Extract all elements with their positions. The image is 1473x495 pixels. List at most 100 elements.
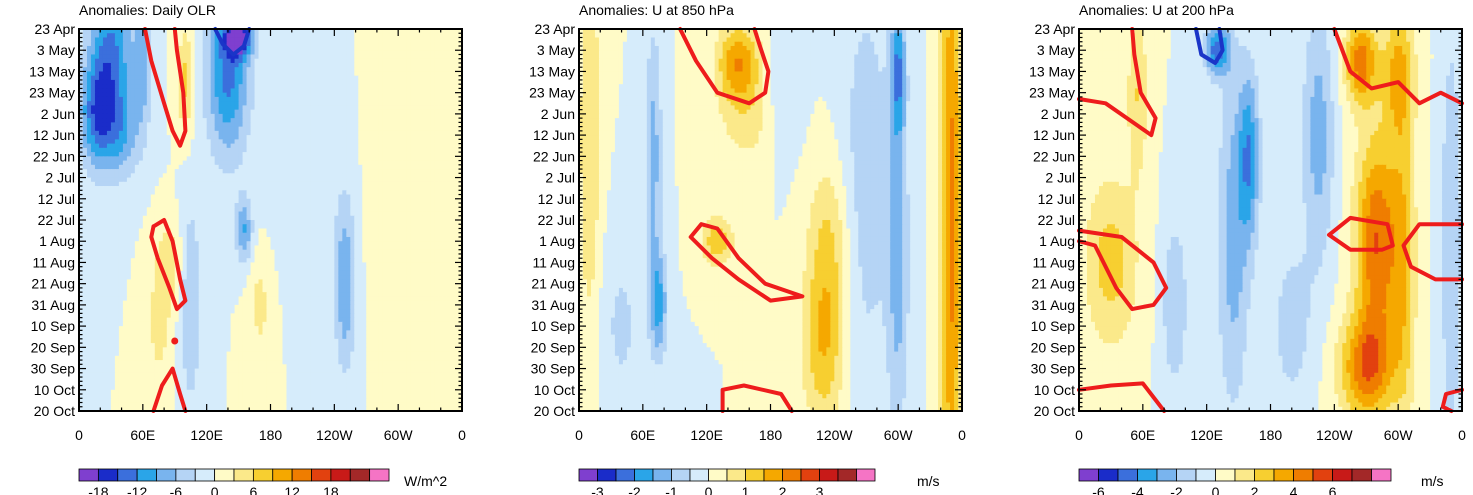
heatmap-cell: [342, 84, 347, 89]
heatmap-cell: [350, 67, 355, 72]
heatmap-cell: [418, 71, 423, 76]
heatmap-cell: [454, 54, 459, 59]
heatmap-cell: [115, 101, 120, 106]
heatmap-cell: [370, 84, 375, 89]
heatmap-cell: [430, 97, 435, 102]
heatmap-cell: [438, 76, 443, 81]
heatmap-cell: [434, 54, 439, 59]
heatmap-cell: [259, 37, 264, 42]
heatmap-cell: [406, 59, 411, 64]
heatmap-cell: [390, 50, 395, 55]
heatmap-cell: [95, 97, 100, 102]
heatmap-cell: [318, 84, 323, 89]
heatmap-cell: [271, 71, 276, 76]
heatmap-cell: [223, 50, 228, 55]
heatmap-cell: [191, 59, 196, 64]
heatmap-cell: [259, 67, 264, 72]
heatmap-cell: [99, 33, 104, 38]
heatmap-cell: [362, 88, 367, 93]
heatmap-cell: [346, 33, 351, 38]
heatmap-cell: [426, 42, 431, 47]
heatmap-cell: [87, 33, 92, 38]
heatmap-cell: [99, 59, 104, 64]
heatmap-cell: [338, 80, 343, 85]
heatmap-cell: [219, 59, 224, 64]
heatmap-cell: [410, 93, 415, 98]
heatmap-cell: [418, 46, 423, 51]
heatmap-cell: [223, 93, 228, 98]
heatmap-cell: [215, 71, 220, 76]
heatmap-cell: [374, 80, 379, 85]
heatmap-cell: [203, 37, 208, 42]
heatmap-cell: [402, 84, 407, 89]
heatmap-cell: [127, 97, 132, 102]
heatmap-cell: [235, 93, 240, 98]
heatmap-cell: [306, 97, 311, 102]
heatmap-cell: [314, 59, 319, 64]
heatmap-cell: [231, 42, 236, 47]
heatmap-cell: [103, 63, 108, 68]
heatmap-cell: [414, 42, 419, 47]
heatmap-cell: [414, 80, 419, 85]
heatmap-cell: [334, 54, 339, 59]
heatmap-cell: [450, 76, 455, 81]
heatmap-cell: [115, 88, 120, 93]
heatmap-cell: [271, 63, 276, 68]
heatmap-cell: [318, 93, 323, 98]
heatmap-cell: [450, 46, 455, 51]
heatmap-cell: [215, 84, 220, 89]
heatmap-cell: [454, 97, 459, 102]
heatmap-cell: [402, 93, 407, 98]
heatmap-cell: [286, 71, 291, 76]
heatmap-cell: [338, 84, 343, 89]
heatmap-cell: [163, 33, 168, 38]
heatmap-cell: [91, 46, 96, 51]
heatmap-cell: [362, 46, 367, 51]
heatmap-cell: [99, 71, 104, 76]
heatmap-cell: [271, 50, 276, 55]
heatmap-cell: [358, 63, 363, 68]
heatmap-cell: [338, 97, 343, 102]
heatmap-cell: [418, 67, 423, 72]
heatmap-cell: [286, 67, 291, 72]
heatmap-cell: [107, 50, 112, 55]
heatmap-cell: [398, 80, 403, 85]
heatmap-cell: [274, 88, 279, 93]
heatmap-cell: [454, 42, 459, 47]
heatmap-cell: [159, 71, 164, 76]
heatmap-cell: [207, 80, 212, 85]
heatmap-cell: [267, 76, 272, 81]
heatmap-cell: [306, 42, 311, 47]
heatmap-cell: [183, 59, 188, 64]
heatmap-cell: [247, 84, 252, 89]
heatmap-cell: [247, 97, 252, 102]
heatmap-cell: [438, 46, 443, 51]
heatmap-cell: [402, 54, 407, 59]
heatmap-cell: [227, 37, 232, 42]
heatmap-cell: [267, 88, 272, 93]
heatmap-cell: [450, 42, 455, 47]
heatmap-cell: [251, 42, 256, 47]
heatmap-cell: [314, 80, 319, 85]
heatmap-cell: [362, 93, 367, 98]
heatmap-cell: [91, 101, 96, 106]
heatmap-cell: [386, 84, 391, 89]
heatmap-cell: [251, 97, 256, 102]
heatmap-cell: [422, 93, 427, 98]
heatmap-cell: [99, 67, 104, 72]
heatmap-cell: [95, 37, 100, 42]
heatmap-cell: [155, 63, 160, 68]
heatmap-cell: [442, 63, 447, 68]
heatmap-cell: [143, 50, 148, 55]
heatmap-cell: [282, 54, 287, 59]
heatmap-cell: [215, 80, 220, 85]
heatmap-cell: [438, 67, 443, 72]
heatmap-cell: [215, 97, 220, 102]
heatmap-cell: [239, 59, 244, 64]
heatmap-cell: [438, 71, 443, 76]
heatmap-cell: [342, 80, 347, 85]
heatmap-cell: [227, 33, 232, 38]
heatmap-cell: [267, 71, 272, 76]
heatmap-cell: [274, 84, 279, 89]
heatmap-cell: [255, 71, 260, 76]
